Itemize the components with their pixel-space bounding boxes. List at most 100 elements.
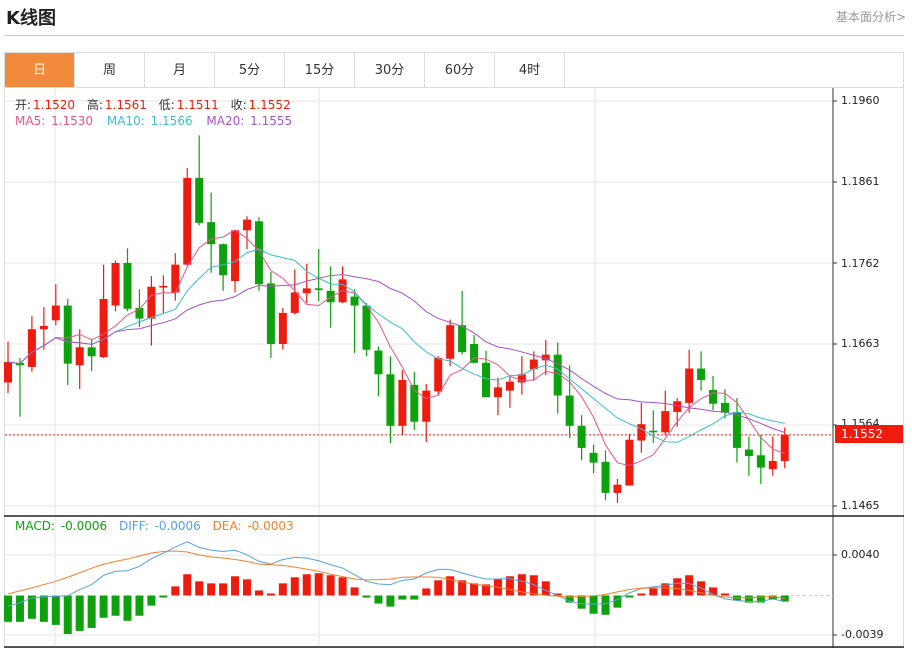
grid <box>4 88 904 648</box>
ma10-value: 1.1566 <box>150 114 193 128</box>
fundamental-analysis-link[interactable]: 基本面分析> <box>835 10 906 24</box>
macd-bar <box>613 595 622 608</box>
candle-body <box>99 299 108 358</box>
macd-bar <box>15 595 24 622</box>
candle <box>290 269 299 315</box>
y-tick-label: 1.1663 <box>841 337 880 350</box>
macd-bar <box>51 595 60 625</box>
macd-bar <box>374 595 383 604</box>
candle-body <box>219 244 228 276</box>
macd-bar <box>314 573 323 596</box>
candle-body <box>601 461 610 493</box>
ma5-label: MA5: <box>15 114 50 128</box>
candle <box>613 479 622 503</box>
macd-tick-label: -0.0039 <box>841 628 884 641</box>
macd-label: MACD: <box>15 519 59 533</box>
tab-5min[interactable]: 5分 <box>215 53 285 88</box>
macd-bar <box>673 578 682 596</box>
candle-body <box>290 292 299 313</box>
macd-bar <box>709 587 718 596</box>
candle <box>254 217 263 291</box>
macd-bar <box>661 583 670 596</box>
tab-15min[interactable]: 15分 <box>285 53 355 88</box>
high-label: 高: <box>86 98 103 112</box>
macd-bar <box>386 595 395 607</box>
candle <box>147 276 156 346</box>
macd-bar <box>195 581 204 596</box>
candle-body <box>51 305 60 321</box>
candle-body <box>697 368 706 380</box>
candle <box>410 371 419 430</box>
candle <box>601 450 610 501</box>
candle <box>195 135 204 226</box>
ma5-line <box>7 229 785 467</box>
candle <box>553 342 562 414</box>
high-value: 1.1561 <box>104 98 147 112</box>
candle-body <box>470 344 479 363</box>
candle-body <box>410 384 419 422</box>
candle <box>159 275 168 313</box>
page-title: K线图 <box>6 8 56 29</box>
macd-bar <box>135 595 144 616</box>
candle <box>207 192 216 273</box>
candle <box>529 351 538 381</box>
tab-30min[interactable]: 30分 <box>355 53 425 88</box>
ma10-label: MA10: <box>106 114 149 128</box>
ma-lines <box>7 229 785 467</box>
candle-body <box>685 368 694 403</box>
candle-body <box>27 329 36 367</box>
macd-bar <box>541 581 550 596</box>
tab-month[interactable]: 月 <box>145 53 215 88</box>
candle <box>541 339 550 376</box>
macd-bar <box>553 593 562 596</box>
macd-bar <box>398 595 407 600</box>
candle <box>434 356 443 395</box>
candle <box>697 351 706 391</box>
ma20-line <box>7 274 785 434</box>
macd-bar <box>768 595 777 600</box>
macd-bar <box>87 595 96 628</box>
macd-bar <box>434 580 443 596</box>
candle <box>768 436 777 476</box>
macd-bar <box>27 595 36 619</box>
candle-body <box>326 290 335 303</box>
candle <box>302 263 311 304</box>
macd-bar <box>446 576 455 596</box>
dea-value: -0.0003 <box>247 519 294 533</box>
candle-body <box>709 389 718 404</box>
candle-body <box>386 374 395 426</box>
candle <box>505 376 514 408</box>
macd-bar <box>685 575 694 596</box>
candle-body <box>398 380 407 426</box>
macd-bar <box>39 595 48 622</box>
macd-bar <box>470 583 479 596</box>
ma20-label: MA20: <box>206 114 249 128</box>
tab-4hour[interactable]: 4时 <box>495 53 565 88</box>
macd-bar <box>111 595 120 616</box>
candle-body <box>278 312 287 344</box>
candle-body <box>505 381 514 391</box>
candle <box>637 402 646 453</box>
ma20-value: 1.1555 <box>250 114 293 128</box>
macd-bar <box>517 574 526 596</box>
candle-body <box>123 263 132 309</box>
macd-bar <box>362 595 371 598</box>
candle <box>780 427 789 469</box>
tab-day[interactable]: 日 <box>5 53 75 88</box>
candle-body <box>565 395 574 426</box>
macd-bar <box>529 575 538 596</box>
diff-value: -0.0006 <box>154 519 201 533</box>
candle <box>314 249 323 302</box>
candle <box>350 289 359 353</box>
candle-body <box>362 305 371 350</box>
macd-bar <box>159 595 168 598</box>
macd-bar <box>171 586 180 596</box>
candle-body <box>171 264 180 293</box>
macd-bar <box>589 595 598 614</box>
tab-week[interactable]: 周 <box>75 53 145 88</box>
candle-body <box>756 455 765 468</box>
candle-body <box>589 452 598 463</box>
candle <box>625 434 634 486</box>
tab-60min[interactable]: 60分 <box>425 53 495 88</box>
